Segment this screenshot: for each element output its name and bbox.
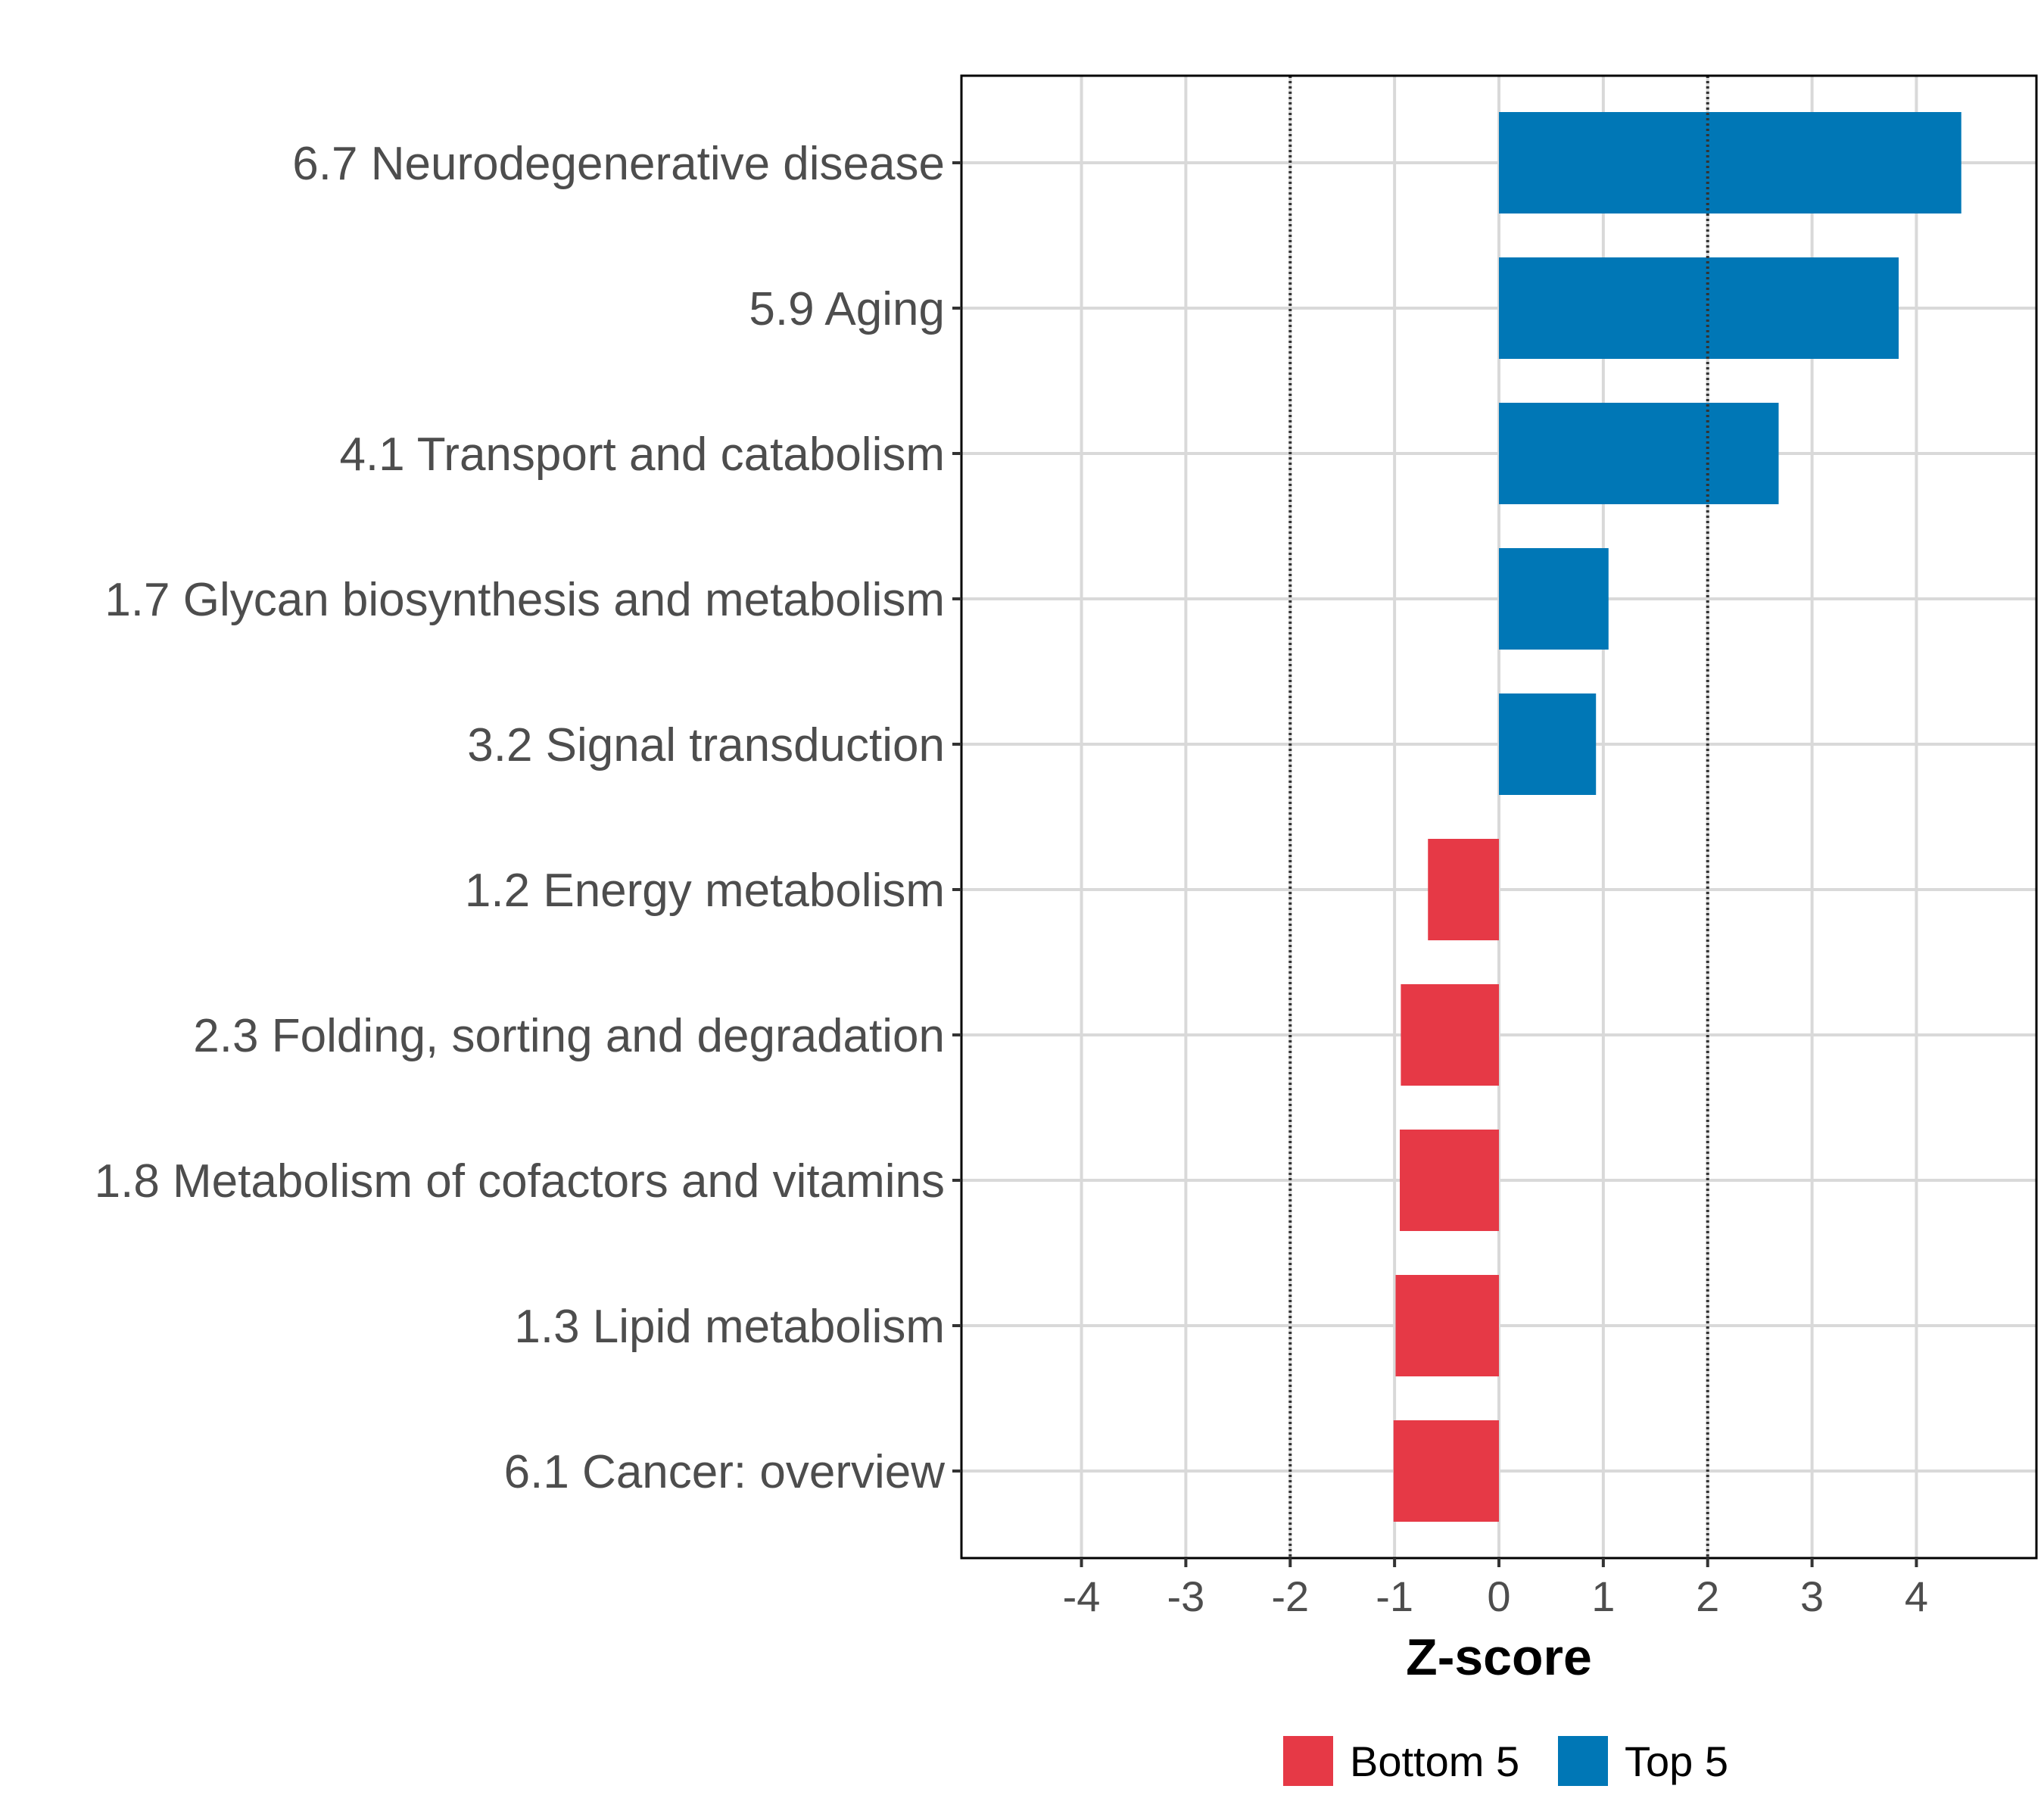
- category-label: 4.1 Transport and catabolism: [339, 429, 945, 481]
- category-label: 3.2 Signal transduction: [467, 719, 945, 771]
- bars: [1393, 112, 1961, 1522]
- category-label: 1.8 Metabolism of cofactors and vitamins: [95, 1155, 945, 1208]
- category-label: 1.7 Glycan biosynthesis and metabolism: [104, 574, 945, 626]
- x-tick-label: 1: [1591, 1572, 1615, 1620]
- x-tick-label: -4: [1063, 1572, 1101, 1620]
- bar-8: [1400, 1130, 1499, 1231]
- x-tick-label: -2: [1271, 1572, 1309, 1620]
- bar-3: [1499, 403, 1779, 504]
- category-label: 2.3 Folding, sorting and degradation: [193, 1010, 945, 1062]
- bar-5: [1499, 693, 1597, 795]
- legend-swatch-2: [1558, 1736, 1608, 1786]
- bar-7: [1401, 984, 1499, 1086]
- legend-label-1: Bottom 5: [1350, 1738, 1519, 1785]
- category-label: 6.1 Cancer: overview: [504, 1446, 946, 1498]
- bar-6: [1428, 839, 1499, 940]
- y-axis: 6.7 Neurodegenerative disease 5.9 Aging 4.…: [95, 138, 961, 1498]
- category-label: 5.9 Aging: [749, 283, 945, 335]
- category-label: 6.7 Neurodegenerative disease: [292, 138, 945, 190]
- x-tick-label: 3: [1800, 1572, 1824, 1620]
- category-label: 1.2 Energy metabolism: [465, 865, 945, 917]
- reference-lines: [1288, 76, 1709, 1558]
- bar-10: [1393, 1420, 1499, 1522]
- legend-swatch-1: [1283, 1736, 1333, 1786]
- x-tick-label: 4: [1905, 1572, 1928, 1620]
- x-tick-label: -1: [1376, 1572, 1413, 1620]
- legend-label-2: Top 5: [1625, 1738, 1728, 1785]
- category-label: 1.3 Lipid metabolism: [514, 1301, 945, 1353]
- bar-4: [1499, 548, 1609, 650]
- x-axis-title: Z-score: [1406, 1628, 1592, 1686]
- x-tick-label: -3: [1167, 1572, 1205, 1620]
- bar-2: [1499, 257, 1899, 359]
- x-tick-label: 0: [1487, 1572, 1510, 1620]
- bar-9: [1395, 1275, 1499, 1376]
- bar-1: [1499, 112, 1961, 213]
- x-tick-label: 2: [1696, 1572, 1719, 1620]
- legend: Bottom 5 Top 5: [1283, 1736, 1728, 1786]
- x-axis: -4 -3 -2 -1 0 1 2 3 4: [1063, 1558, 1928, 1620]
